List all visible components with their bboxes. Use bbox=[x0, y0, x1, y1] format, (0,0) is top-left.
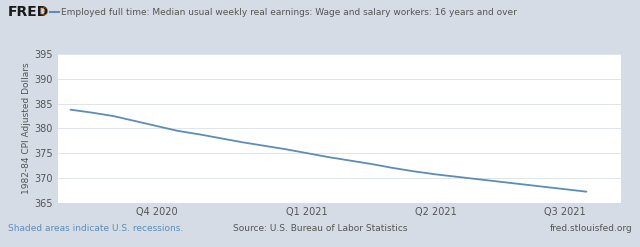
Text: Source: U.S. Bureau of Labor Statistics: Source: U.S. Bureau of Labor Statistics bbox=[233, 224, 407, 233]
Text: fred.stlouisfed.org: fred.stlouisfed.org bbox=[550, 224, 632, 233]
Text: ☉: ☉ bbox=[40, 7, 49, 18]
Y-axis label: 1982-84 CPI Adjusted Dollars: 1982-84 CPI Adjusted Dollars bbox=[22, 63, 31, 194]
Text: FRED: FRED bbox=[8, 5, 49, 20]
Text: Employed full time: Median usual weekly real earnings: Wage and salary workers: : Employed full time: Median usual weekly … bbox=[61, 8, 517, 17]
Text: Shaded areas indicate U.S. recessions.: Shaded areas indicate U.S. recessions. bbox=[8, 224, 183, 233]
